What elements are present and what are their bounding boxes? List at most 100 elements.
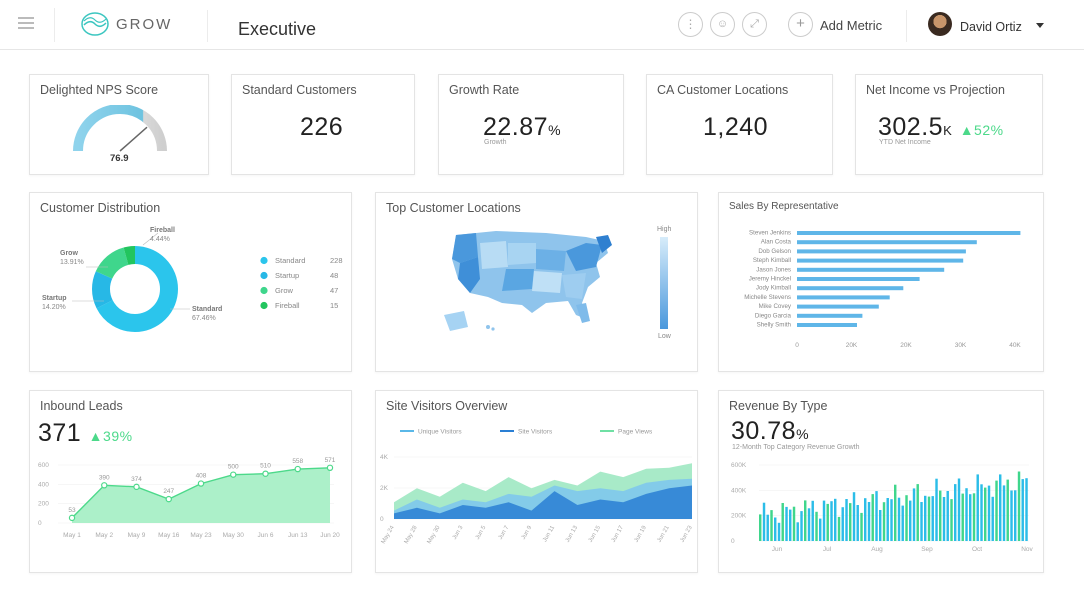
revenue-bar <box>856 505 859 541</box>
card-title: CA Customer Locations <box>657 83 789 97</box>
growth-rate-card[interactable]: Growth Rate 22.87% Growth <box>438 74 624 175</box>
revenue-bar <box>965 488 968 541</box>
revenue-by-type-card[interactable]: Revenue By Type 30.78% 12-Month Top Cate… <box>718 390 1044 573</box>
data-label: 247 <box>163 488 174 495</box>
data-label: 558 <box>292 458 303 465</box>
revenue-bar <box>976 474 979 541</box>
divider <box>54 8 55 42</box>
revenue-bar <box>969 494 972 541</box>
revenue-bar <box>837 516 841 541</box>
slice-label: Startup <box>42 295 67 302</box>
card-title: Inbound Leads <box>40 399 123 413</box>
top-locations-card[interactable]: Top Customer Locations High Low <box>375 192 698 372</box>
metric-value-wrap: 302.5K ▲52% <box>878 113 1004 142</box>
rep-bar <box>797 323 857 327</box>
x-tick: Jun 9 <box>521 524 534 540</box>
x-tick: Jul <box>823 546 832 553</box>
revenue-bar <box>927 496 931 541</box>
legend-count: 48 <box>330 271 338 280</box>
metric-unit: % <box>796 426 810 442</box>
revenue-bar <box>935 478 938 541</box>
nps-card[interactable]: Delighted NPS Score 76.9 <box>29 74 209 175</box>
info-icon[interactable]: ⋮ <box>678 12 703 37</box>
revenue-bar <box>762 502 766 541</box>
add-metric-plus-icon[interactable]: + <box>788 12 813 37</box>
revenue-bar <box>961 493 964 541</box>
x-tick: May 2 <box>95 532 113 539</box>
revenue-bar <box>830 501 833 541</box>
y-tick: 0 <box>38 520 42 527</box>
slice-percent: 67.46% <box>192 315 216 322</box>
y-tick: 400 <box>38 481 49 488</box>
x-tick: Jun 15 <box>588 524 603 543</box>
legend-swatch <box>260 286 268 295</box>
donut-chart: Fireball 4.44% Grow 13.91% Startup 14.20% Stan… <box>42 227 343 332</box>
rep-name: Jason Jones <box>756 266 791 273</box>
donut-slice <box>92 246 178 332</box>
revenue-bar <box>984 487 987 541</box>
y-tick: 600 <box>38 462 49 469</box>
standard-customers-card[interactable]: Standard Customers 226 <box>231 74 415 175</box>
expand-icon[interactable]: ⤢ <box>742 12 767 37</box>
legend-count: 47 <box>330 286 338 295</box>
card-title: Site Visitors Overview <box>386 399 508 413</box>
top-bar: GROW Executive ⋮ ☺ ⤢ + Add Metric David … <box>0 0 1084 50</box>
area-fill <box>72 467 330 523</box>
revenue-bar <box>875 491 878 541</box>
sales-by-rep-card[interactable]: Sales By Representative Steven Jenkins Al… <box>718 192 1044 372</box>
revenue-bar <box>920 502 923 541</box>
avatar[interactable] <box>928 12 952 36</box>
metric-value: 22.87 <box>483 113 549 141</box>
x-tick: Jun 11 <box>542 524 556 543</box>
data-point <box>294 465 301 473</box>
data-label: 374 <box>131 476 142 483</box>
legend-high-label: High <box>657 226 672 233</box>
metric-sub: YTD Net Income <box>879 139 931 146</box>
slice-percent: 14.20% <box>42 304 66 311</box>
users-icon[interactable]: ☺ <box>710 12 735 37</box>
revenue-bar <box>912 488 916 541</box>
add-metric-button[interactable]: Add Metric <box>820 18 883 33</box>
site-visitors-card[interactable]: Site Visitors Overview Unique Visitors Si… <box>375 390 698 573</box>
legend-label: Page Views <box>618 429 653 436</box>
revenue-bar <box>841 507 844 541</box>
y-tick: 200 <box>38 501 49 508</box>
x-tick: Jun 13 <box>565 524 580 543</box>
grow-logo-icon[interactable] <box>80 11 110 37</box>
x-tick: May 24 <box>381 524 396 545</box>
x-tick: Oct <box>972 546 982 553</box>
x-tick: 20K <box>900 342 912 349</box>
chevron-down-icon[interactable] <box>1036 23 1044 28</box>
x-tick: Sep <box>921 546 933 553</box>
data-point <box>262 470 269 477</box>
legend-label: Site Visitors <box>518 429 553 436</box>
divider <box>207 10 208 42</box>
customer-distribution-card[interactable]: Customer Distribution Fireball 4.44% Grow 1… <box>29 192 352 372</box>
x-tick: May 1 <box>63 532 81 539</box>
ca-locations-card[interactable]: CA Customer Locations 1,240 <box>646 74 833 175</box>
x-tick: May 23 <box>190 532 212 539</box>
leader-line <box>142 232 159 246</box>
brand-name[interactable]: GROW <box>116 16 173 33</box>
inbound-leads-card[interactable]: Inbound Leads 371 ▲39% 600 400 200 0 53 May 1… <box>29 390 352 573</box>
x-tick: Jun 13 <box>288 532 308 539</box>
revenue-bar <box>946 491 949 541</box>
user-name[interactable]: David Ortiz <box>960 20 1022 34</box>
rep-name: Jody Kimball <box>756 285 791 292</box>
x-tick: Aug <box>871 546 883 553</box>
data-point <box>197 480 205 487</box>
metric-sub: 12-Month Top Category Revenue Growth <box>732 444 860 451</box>
x-tick: 0 <box>795 342 799 349</box>
revenue-bar <box>916 484 919 541</box>
y-tick: 600K <box>731 462 747 469</box>
menu-icon[interactable] <box>18 17 34 29</box>
data-label: 53 <box>68 507 76 514</box>
net-income-card[interactable]: Net Income vs Projection 302.5K ▲52% YTD… <box>855 74 1043 175</box>
revenue-bar <box>845 499 848 541</box>
y-tick: 400K <box>731 487 747 494</box>
revenue-bar <box>864 498 867 541</box>
metric-value: 30.78 <box>731 417 797 445</box>
x-tick: Nov <box>1021 546 1033 553</box>
revenue-bar <box>834 498 837 541</box>
revenue-bar <box>886 498 889 541</box>
